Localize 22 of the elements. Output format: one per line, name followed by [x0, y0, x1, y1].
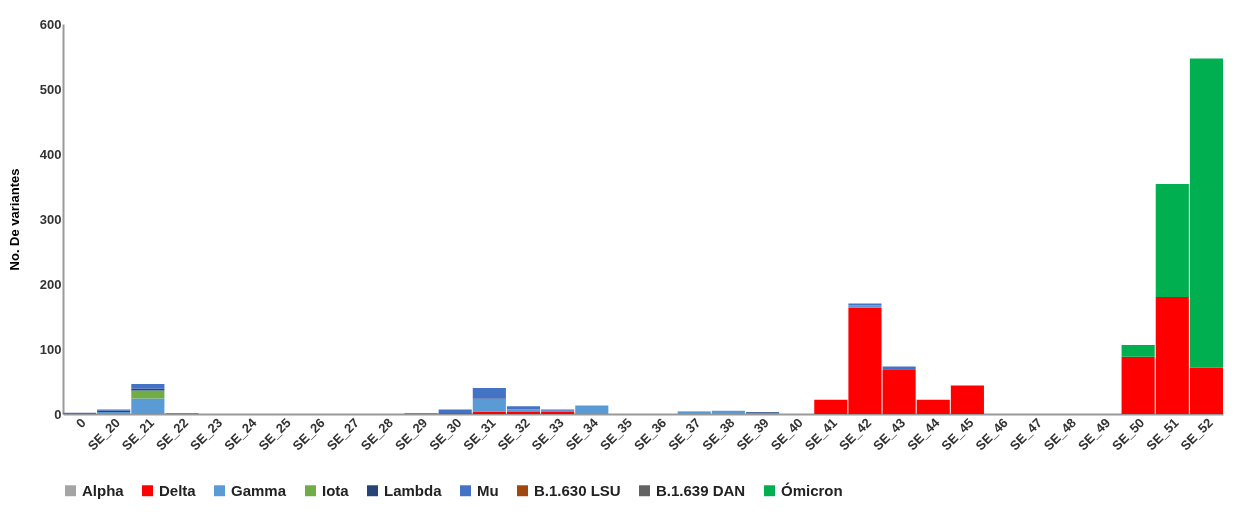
y-tick-label: 200 — [39, 276, 62, 292]
legend-label: Lambda — [384, 481, 443, 499]
bar — [438, 409, 472, 414]
bar — [1121, 345, 1155, 357]
legend-label: Iota — [322, 481, 350, 499]
y-tick-label: 600 — [39, 16, 62, 32]
y-axis-title: No. De variantes — [6, 168, 22, 271]
legend-label: Mu — [477, 481, 499, 499]
legend-label: Delta — [159, 481, 197, 499]
legend-label: Ómicron — [781, 481, 843, 499]
bar — [131, 390, 165, 399]
x-tick-label: 0 — [73, 415, 89, 431]
y-tick-label: 100 — [39, 341, 62, 357]
legend-label: Alpha — [82, 481, 125, 499]
legend-label: B.1.639 DAN — [656, 481, 746, 499]
y-tick-label: 500 — [39, 81, 62, 97]
bar — [131, 384, 165, 389]
bar — [472, 388, 506, 399]
y-tick-label: 400 — [39, 146, 62, 162]
legend-label: Gamma — [231, 481, 287, 499]
legend-label: B.1.630 LSU — [534, 481, 621, 499]
y-tick-label: 300 — [39, 211, 62, 227]
